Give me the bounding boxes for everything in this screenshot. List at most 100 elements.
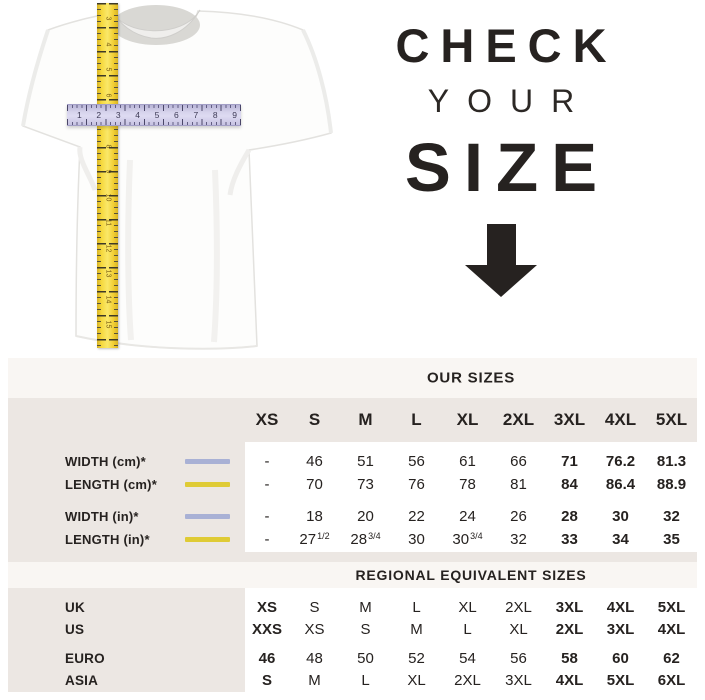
size-value: 22: [408, 508, 425, 525]
fraction: 3/4: [470, 531, 483, 541]
size-value: 5XL: [606, 671, 635, 689]
size-value: L: [463, 620, 472, 638]
column-header-5xl: 5XL: [655, 410, 688, 429]
measure-row-label: LENGTH (in)*: [8, 532, 245, 547]
size-value: 78: [459, 476, 476, 493]
vertical-tape-icon: 3456789101112131415: [97, 3, 118, 348]
size-value: 81: [510, 476, 527, 493]
regional-row-euro: EURO 46 48 50 52 54 56 58 60 62: [8, 647, 697, 669]
measurements-panel: WIDTH (cm)* - 46 51 56 61 66 71 76.2 81.3 LENGTH (…: [8, 442, 697, 552]
vertical-tape-number: 10: [104, 193, 112, 201]
size-value: M: [359, 598, 372, 616]
size-value: -: [264, 531, 270, 548]
size-value: 73: [357, 476, 374, 493]
size-value: -: [264, 508, 270, 525]
column-header-xl: XL: [456, 410, 479, 429]
measure-row: LENGTH (in)* - 271/2 283/4 30 303/4 32 33 34 35: [8, 528, 697, 551]
size-value: 46: [258, 649, 276, 667]
size-value: 3XL: [606, 620, 635, 638]
size-value: 46: [306, 453, 323, 470]
measure-label-text: WIDTH (cm)*: [65, 454, 146, 469]
size-value: 4XL: [606, 598, 635, 616]
size-value: 51: [357, 453, 374, 470]
tshirt-image: [21, 5, 333, 350]
fraction: 1/2: [317, 531, 330, 541]
column-header-l: L: [411, 410, 422, 429]
size-value: 86.4: [605, 476, 636, 493]
column-header-m: M: [358, 410, 373, 429]
size-value: 283/4: [350, 531, 381, 548]
size-value: 54: [459, 649, 476, 667]
column-header-3xl: 3XL: [553, 410, 586, 429]
measure-label-text: LENGTH (in)*: [65, 532, 150, 547]
size-column-header-row: XS S M L XL 2XL 3XL 4XL 5XL: [8, 398, 697, 442]
regional-row-asia: ASIA S M L XL 2XL 3XL 4XL 5XL 6XL: [8, 669, 697, 691]
headline-check: CHECK: [395, 19, 618, 72]
size-value: 60: [612, 649, 629, 667]
headline: CHECK YOUR SIZE: [365, 22, 637, 297]
size-value: 56: [408, 453, 425, 470]
size-value: 5XL: [657, 598, 686, 616]
size-value: 58: [561, 649, 578, 667]
horizontal-tape-number: 1: [77, 110, 82, 120]
measure-row: WIDTH (in)* - 18 20 22 24 26 28 30 32: [8, 505, 697, 528]
size-value: 3XL: [505, 671, 532, 689]
size-value: M: [308, 671, 321, 689]
size-value: 88.9: [656, 476, 687, 493]
size-value: 84: [561, 476, 578, 493]
size-value: 33: [561, 531, 578, 548]
horizontal-tape-number: 3: [115, 110, 121, 120]
size-value: 24: [459, 508, 476, 525]
regional-sizes-header: REGIONAL EQUIVALENT SIZES: [8, 562, 697, 588]
size-value: 20: [357, 508, 374, 525]
size-value: 30: [408, 531, 425, 548]
size-value: 30: [612, 508, 629, 525]
horizontal-tape-numbers: 1 2 3 4 5 6 7 8 9: [77, 110, 237, 120]
size-value: 56: [510, 649, 527, 667]
size-value: 2XL: [555, 620, 584, 638]
size-value: 76.2: [605, 453, 636, 470]
size-table: OUR SIZES XS S M L XL 2XL 3XL 4XL 5XL WIDTH (cm)…: [8, 358, 697, 692]
headline-size: SIZE: [404, 129, 611, 206]
regional-panel: UK XS S M L XL 2XL 3XL 4XL 5XL US XXS XS S M L XL 2XL 3XL 4…: [8, 588, 697, 692]
size-value: 6XL: [657, 671, 686, 689]
regional-row-us: US XXS XS S M L XL 2XL 3XL 4XL: [8, 618, 697, 640]
size-value: S: [360, 620, 371, 638]
size-value: -: [264, 476, 270, 493]
vertical-tape-number: 4: [104, 42, 112, 46]
regional-panel-bg: [245, 588, 697, 692]
size-value: 50: [357, 649, 374, 667]
size-value: 18: [306, 508, 323, 525]
size-value: 34: [612, 531, 629, 548]
vertical-tape-number: 13: [104, 269, 112, 278]
size-value: M: [410, 620, 423, 638]
size-value: S: [261, 671, 272, 689]
vertical-tape-number: 11: [104, 218, 112, 227]
size-value: 2XL: [454, 671, 481, 689]
size-value: 4XL: [555, 671, 584, 689]
horizontal-tape-icon: 1 2 3 4 5 6 7 8 9: [67, 104, 241, 126]
size-value: 4XL: [657, 620, 686, 638]
size-value: XL: [509, 620, 528, 638]
our-sizes-header: OUR SIZES: [8, 358, 697, 398]
size-value: 26: [510, 508, 527, 525]
horizontal-tape-number: 9: [232, 110, 237, 120]
regional-sizes-title: REGIONAL EQUIVALENT SIZES: [355, 567, 587, 583]
size-value: 28: [561, 508, 578, 525]
width-line-icon: [185, 459, 230, 464]
vertical-tape-number: 5: [104, 67, 112, 72]
vertical-tape-number: 14: [104, 295, 112, 303]
size-value: L: [361, 671, 370, 689]
size-value: 48: [306, 649, 323, 667]
size-value: 32: [510, 531, 527, 548]
size-value: 52: [408, 649, 425, 667]
vertical-tape-number: 9: [104, 169, 112, 174]
length-line-icon: [185, 482, 230, 487]
size-value: XS: [256, 598, 277, 616]
region-label: ASIA: [65, 672, 99, 688]
size-value: -: [264, 453, 270, 470]
measure-row: LENGTH (cm)* - 70 73 76 78 81 84 86.4 88.9: [8, 473, 697, 496]
size-value: 271/2: [299, 531, 330, 548]
size-value: XL: [458, 598, 477, 616]
size-value: S: [309, 598, 320, 616]
